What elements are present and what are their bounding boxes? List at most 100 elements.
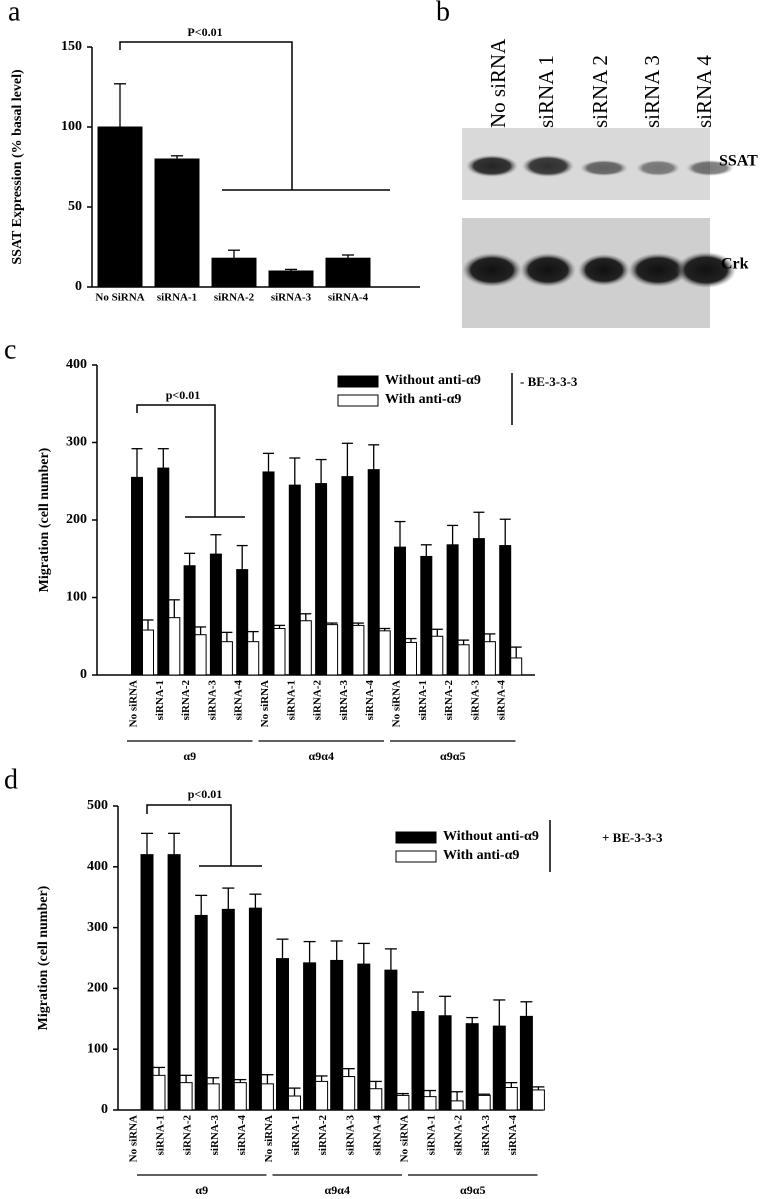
- blot-row-label: Crk: [721, 256, 749, 273]
- bar: [394, 546, 406, 676]
- x-tick-label: No siRNA: [128, 680, 140, 727]
- bar: [209, 553, 222, 676]
- x-tick-label: siRNA-3: [469, 680, 481, 721]
- y-tick-label: 0: [80, 667, 87, 682]
- x-tick-label: siRNA-4: [236, 1115, 248, 1156]
- y-axis-label: Migration (cell number): [36, 885, 51, 1030]
- bar: [211, 257, 257, 288]
- brackets: [119, 41, 551, 872]
- lane-label: siRNA 4: [692, 55, 716, 128]
- bar: [438, 1015, 452, 1111]
- bar: [236, 569, 249, 676]
- bar: [472, 538, 485, 676]
- x-tick-label: siRNA-2: [317, 1115, 329, 1156]
- legend-swatch: [395, 831, 437, 844]
- bar: [260, 1083, 274, 1111]
- bar: [446, 544, 459, 676]
- y-tick-label: 400: [87, 859, 108, 874]
- y-tick-label: 0: [101, 1102, 108, 1117]
- bar: [341, 476, 354, 676]
- x-tick-label: No siRNA: [259, 680, 271, 727]
- bar: [276, 958, 289, 1111]
- bar: [97, 126, 143, 288]
- bar: [531, 1089, 545, 1111]
- x-tick-label: siRNA-3: [344, 1115, 356, 1156]
- panel-letter: a: [8, 0, 21, 27]
- bar: [154, 158, 200, 288]
- bar: [405, 641, 417, 676]
- x-tick-label: siRNA-4: [496, 680, 508, 721]
- x-tick-label: siRNA-4: [364, 680, 376, 721]
- lane-label: No siRNA: [486, 38, 510, 128]
- legend-label: Without anti-α9: [385, 373, 481, 388]
- bar: [220, 641, 233, 676]
- blot-band: [466, 155, 518, 177]
- bar: [221, 908, 235, 1111]
- blot-band: [636, 160, 680, 176]
- legend-label: With anti-α9: [443, 848, 519, 863]
- y-tick-label: 150: [61, 39, 82, 54]
- bar: [510, 657, 523, 676]
- annotation: p<0.01: [188, 787, 223, 801]
- group-label: α9α5: [460, 1183, 485, 1197]
- bar: [483, 641, 496, 676]
- blot-band: [580, 160, 628, 176]
- y-tick-label: 100: [87, 1041, 108, 1056]
- group-label: α9α4: [309, 749, 334, 763]
- lane-label: siRNA 1: [534, 55, 558, 128]
- blot-band: [628, 253, 688, 287]
- group-label: α9α5: [440, 749, 465, 763]
- y-tick-label: 50: [68, 199, 82, 214]
- x-tick-label: siRNA-2: [312, 680, 324, 721]
- panel-letter: c: [4, 334, 16, 365]
- bar: [477, 1094, 491, 1111]
- legend-note: + BE-3-3-3: [602, 830, 663, 845]
- x-tick-label: siRNA-3: [209, 1115, 221, 1156]
- bar: [315, 483, 328, 676]
- y-tick-label: 500: [87, 798, 108, 813]
- bar: [157, 467, 170, 676]
- bar: [140, 854, 154, 1111]
- bracket: [119, 41, 293, 190]
- bar: [499, 545, 512, 676]
- bar: [378, 630, 391, 676]
- group-label: α9α4: [325, 1183, 350, 1197]
- x-tick-label: siRNA-4: [507, 1115, 519, 1156]
- x-tick-label: siRNA-4: [328, 292, 369, 304]
- blot-band: [522, 155, 574, 177]
- y-tick-label: 200: [87, 981, 108, 996]
- bar: [396, 1094, 410, 1111]
- bar: [315, 1080, 329, 1111]
- x-tick-label: siRNA-1: [426, 1115, 438, 1155]
- annotation: p<0.01: [166, 388, 201, 402]
- x-tick-label: siRNA-3: [338, 680, 350, 721]
- bar: [492, 1025, 506, 1111]
- lane-label: siRNA 2: [588, 55, 612, 128]
- x-tick-label: siRNA-4: [233, 680, 245, 721]
- x-tick-label: No SiRNA: [95, 292, 144, 304]
- y-axis-label: SSAT Expression (% basal level): [10, 69, 25, 265]
- legend-swatch: [395, 850, 437, 863]
- bar: [247, 641, 260, 676]
- x-tick-label: siRNA-1: [285, 680, 297, 720]
- bar: [194, 914, 208, 1111]
- bar: [273, 628, 286, 676]
- bar: [342, 1076, 356, 1111]
- blot-band: [578, 254, 630, 286]
- bar: [131, 476, 143, 676]
- bar: [357, 963, 371, 1111]
- bar: [423, 1096, 437, 1111]
- bar: [248, 907, 262, 1111]
- y-tick-label: 0: [75, 279, 82, 294]
- x-tick-label: siRNA-1: [155, 1115, 167, 1155]
- bar: [167, 854, 181, 1111]
- x-tick-label: siRNA-1: [154, 680, 166, 720]
- bracket: [136, 404, 216, 517]
- x-tick-label: siRNA-1: [290, 1115, 302, 1155]
- group-label: α9: [195, 1183, 208, 1197]
- blot-band: [676, 252, 736, 288]
- bar: [369, 1088, 383, 1111]
- x-tick-label: No siRNA: [399, 1115, 411, 1162]
- bar: [457, 644, 470, 676]
